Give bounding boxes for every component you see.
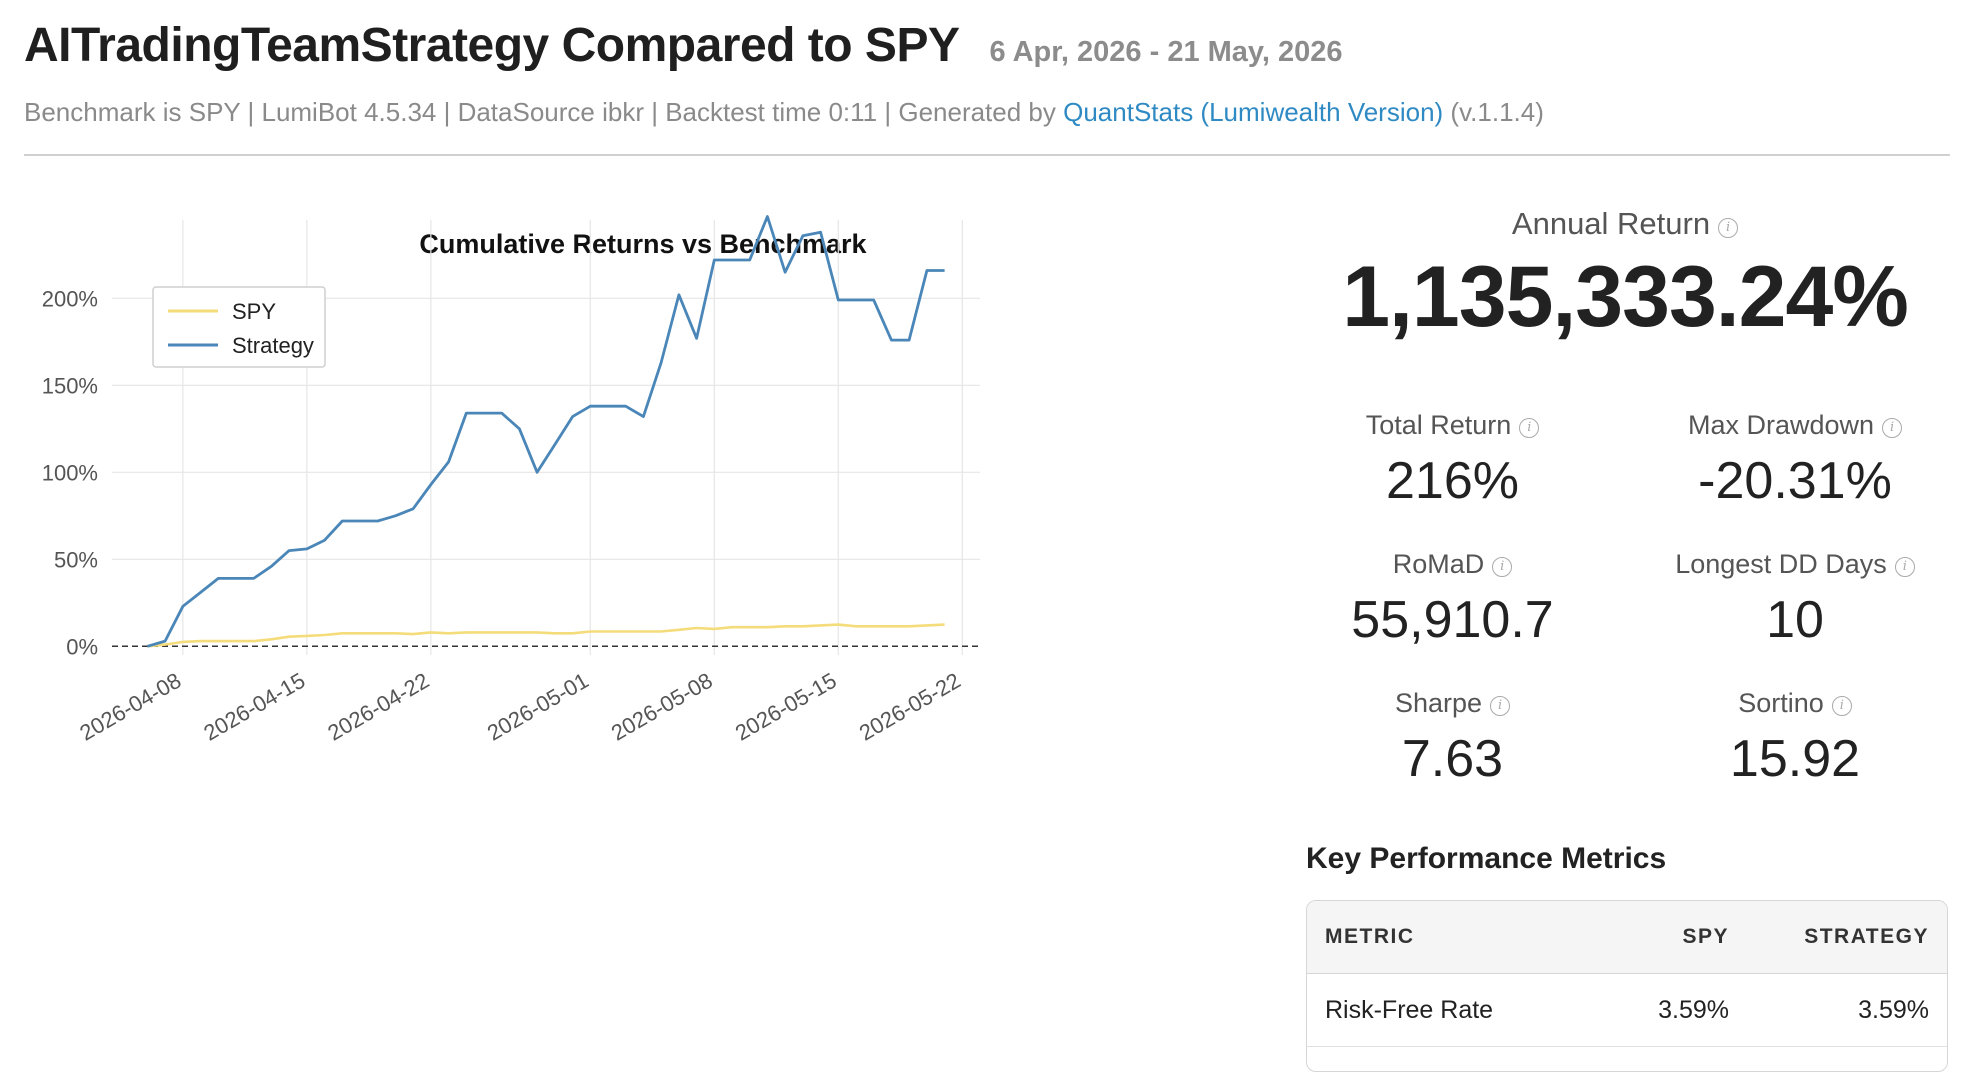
metric-spy-value: 3.59% [1658, 995, 1729, 1024]
max-drawdown-value: -20.31% [1698, 452, 1892, 510]
romad-label: RoMaD [1392, 549, 1485, 579]
page-title: AITradingTeamStrategy Compared to SPY [24, 19, 960, 72]
kpi-label: Longest DD Days i [1640, 549, 1950, 580]
legend-box [152, 286, 326, 368]
kpi-total-return: Total Return i 216% [1300, 410, 1605, 511]
y-tick-label: 100% [42, 460, 98, 485]
header-divider [24, 154, 1950, 156]
series-line-spy [147, 623, 945, 648]
y-tick-label: 50% [54, 547, 98, 572]
x-axis-ticks: 2026-04-08 2026-04-15 2026-04-22 2026-05-01… [75, 668, 964, 746]
info-icon[interactable]: i [1492, 557, 1513, 577]
series-line-strategy [147, 215, 945, 648]
kpi-label: Sharpe i [1300, 688, 1605, 719]
info-icon[interactable]: i [1519, 418, 1540, 438]
kpi-sortino: Sortino i 15.92 [1640, 688, 1950, 789]
annual-return-value: 1,135,333.24% [1342, 249, 1909, 345]
report-subline: Benchmark is SPY | LumiBot 4.5.34 | Data… [24, 97, 1950, 128]
total-return-value: 216% [1386, 452, 1519, 510]
kpi-romad: RoMaD i 55,910.7 [1300, 549, 1605, 650]
info-icon[interactable]: i [1718, 218, 1739, 238]
kpi-sharpe: Sharpe i 7.63 [1300, 688, 1605, 789]
table-header: METRIC SPY STRATEGY [1307, 901, 1947, 974]
metric-strategy-value: 3.59% [1858, 995, 1929, 1024]
kpi-max-drawdown: Max Drawdown i -20.31% [1640, 410, 1950, 511]
subline-suffix: (v.1.1.4) [1443, 97, 1544, 127]
romad-value: 55,910.7 [1351, 591, 1554, 649]
y-tick-label: 0% [66, 634, 98, 659]
cumulative-returns-chart: Cumulative Returns vs Benchmark 0% 50% 100… [20, 210, 1260, 970]
legend-label-strategy: Strategy [232, 333, 314, 358]
key-metrics-table: METRIC SPY STRATEGY Risk-Free Rate 3.59%… [1306, 900, 1948, 1072]
x-tick-label: 2026-04-08 [75, 668, 185, 746]
longest-dd-days-value: 10 [1766, 591, 1824, 649]
y-tick-label: 200% [42, 286, 98, 311]
chart-svg: Cumulative Returns vs Benchmark 0%50%100… [42, 215, 980, 746]
series-layer [147, 215, 945, 648]
x-tick-label: 2026-05-22 [855, 668, 965, 746]
x-tick-label: 2026-04-22 [323, 668, 433, 746]
total-return-label: Total Return [1365, 410, 1512, 440]
key-metrics-title: Key Performance Metrics [1306, 842, 1667, 875]
kpi-label: Annual Return i [1300, 206, 1950, 242]
chart-legend: SPY Strategy [152, 286, 326, 368]
info-icon[interactable]: i [1490, 696, 1511, 716]
sharpe-value: 7.63 [1401, 730, 1504, 788]
quantstats-link[interactable]: QuantStats (Lumiwealth Version) [1063, 97, 1444, 127]
sortino-label: Sortino [1738, 688, 1824, 718]
col-header-strategy: STRATEGY [1804, 925, 1929, 948]
x-tick-label: 2026-05-01 [483, 668, 593, 746]
date-range: 6 Apr, 2026 - 21 May, 2026 [989, 36, 1343, 68]
report-header: AITradingTeamStrategy Compared to SPY 6 … [24, 18, 1950, 128]
longest-dd-days-label: Longest DD Days [1675, 549, 1887, 579]
x-tick-label: 2026-05-15 [731, 668, 841, 746]
metric-name: Risk-Free Rate [1325, 995, 1494, 1024]
sharpe-label: Sharpe [1394, 688, 1483, 718]
y-tick-label: 150% [42, 373, 98, 398]
legend-label-spy: SPY [232, 299, 276, 324]
kpi-label: RoMaD i [1300, 549, 1605, 580]
table-row: Risk-Free Rate 3.59% 3.59% [1307, 974, 1947, 1047]
subline-prefix: Benchmark is SPY | LumiBot 4.5.34 | Data… [24, 97, 1064, 127]
info-icon[interactable]: i [1831, 696, 1852, 716]
max-drawdown-label: Max Drawdown [1687, 410, 1875, 440]
y-axis-ticks: 0% 50% 100% 150% 200% [42, 286, 98, 659]
sortino-value: 15.92 [1729, 730, 1861, 788]
kpi-longest-dd-days: Longest DD Days i 10 [1640, 549, 1950, 650]
kpi-label: Sortino i [1640, 688, 1950, 719]
kpi-label: Max Drawdown i [1640, 410, 1950, 441]
kpi-label: Total Return i [1300, 410, 1605, 441]
grid-layer [112, 220, 980, 655]
x-tick-label: 2026-04-15 [199, 668, 309, 746]
col-header-metric: METRIC [1325, 925, 1415, 948]
annual-return-label: Annual Return [1511, 206, 1711, 241]
info-icon[interactable]: i [1882, 418, 1903, 438]
kpi-annual-return: Annual Return i 1,135,333.24% [1300, 206, 1950, 347]
x-tick-label: 2026-05-08 [607, 668, 717, 746]
info-icon[interactable]: i [1894, 557, 1915, 577]
col-header-spy: SPY [1682, 925, 1729, 948]
title-row: AITradingTeamStrategy Compared to SPY 6 … [24, 18, 1950, 73]
